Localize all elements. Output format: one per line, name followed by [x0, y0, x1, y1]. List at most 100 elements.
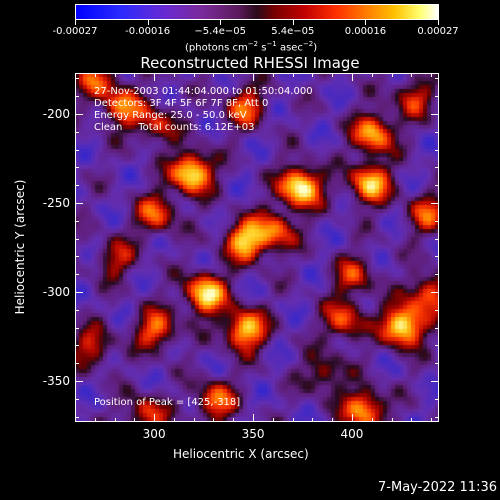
y-tick-label: -250 — [42, 195, 70, 210]
x-tick — [431, 418, 433, 422]
y-tick — [75, 167, 79, 169]
plot-frame — [75, 73, 439, 422]
x-tick — [411, 418, 413, 422]
colorbar-tick — [365, 20, 367, 25]
annotation-time-range: 27-Nov-2003 01:44:04.000 to 01:50:04.000 — [94, 86, 313, 97]
x-tick-label: 400 — [340, 427, 364, 441]
y-tick — [75, 363, 79, 365]
y-tick — [75, 78, 79, 80]
y-tick — [435, 327, 439, 329]
annotation-peak-position: Position of Peak = [425,-318] — [94, 397, 241, 408]
y-tick — [75, 202, 83, 204]
colorbar-tick — [292, 20, 294, 25]
x-tick — [75, 73, 76, 77]
y-tick — [435, 238, 439, 240]
colorbar-tick-label: -0.00027 — [52, 26, 98, 37]
y-tick — [75, 220, 79, 222]
x-axis-title: Heliocentric X (arcsec) — [173, 447, 309, 461]
y-tick — [435, 78, 439, 80]
y-tick — [431, 292, 439, 293]
x-tick — [351, 73, 353, 81]
colorbar-tick-label: −5.4e−05 — [194, 26, 246, 37]
x-tick — [411, 73, 413, 77]
y-tick — [431, 202, 439, 204]
x-tick — [431, 73, 433, 77]
annotation-detectors: Detectors: 3F 4F 5F 6F 7F 8F, Att 0 — [94, 98, 269, 109]
y-tick — [435, 131, 439, 133]
x-tick — [213, 418, 215, 422]
x-tick — [75, 418, 76, 422]
y-tick — [435, 167, 439, 169]
x-tick — [272, 418, 274, 422]
y-tick — [431, 113, 439, 115]
x-tick — [332, 418, 334, 422]
x-tick — [193, 73, 195, 77]
x-tick — [391, 418, 393, 422]
x-tick — [94, 418, 96, 422]
y-tick — [75, 274, 79, 276]
x-tick — [253, 73, 255, 81]
x-tick — [114, 418, 116, 422]
y-tick — [435, 220, 439, 222]
x-tick — [332, 73, 334, 77]
y-tick — [435, 274, 439, 276]
x-tick — [351, 414, 353, 422]
y-tick — [435, 345, 439, 347]
y-tick — [435, 185, 439, 187]
x-tick — [173, 418, 175, 422]
x-tick — [134, 73, 136, 77]
x-tick — [154, 73, 156, 81]
y-tick — [75, 131, 79, 133]
x-tick — [233, 418, 235, 422]
y-tick — [75, 292, 83, 293]
x-tick — [94, 73, 96, 77]
y-tick — [435, 416, 439, 418]
x-tick — [134, 418, 136, 422]
x-tick — [173, 73, 175, 77]
colorbar-units: (photons cm−2 s−1 asec−2) — [185, 40, 318, 54]
y-tick — [75, 185, 79, 187]
x-tick — [391, 73, 393, 77]
y-tick — [431, 381, 439, 383]
y-tick — [75, 96, 79, 98]
y-tick — [435, 96, 439, 98]
y-tick — [75, 113, 83, 115]
y-tick — [435, 309, 439, 311]
plot-title: Reconstructed RHESSI Image — [140, 54, 360, 72]
y-tick-label: -200 — [42, 106, 70, 121]
annotation-energy-range: Energy Range: 25.0 - 50.0 keV — [94, 110, 247, 121]
x-tick — [371, 418, 373, 422]
y-tick — [75, 381, 83, 383]
y-axis-title: Heliocentric Y (arcsec) — [13, 179, 27, 315]
x-tick — [253, 414, 255, 422]
x-tick — [193, 418, 195, 422]
x-tick — [233, 73, 235, 77]
y-tick — [75, 238, 79, 240]
y-tick — [435, 256, 439, 258]
colorbar — [75, 4, 439, 20]
x-tick — [292, 418, 294, 422]
x-tick-label: 350 — [241, 427, 265, 441]
x-tick — [371, 73, 373, 77]
y-tick — [75, 398, 79, 400]
timestamp: 7-May-2022 11:36 — [378, 480, 497, 495]
x-tick — [272, 73, 274, 77]
y-tick — [75, 345, 79, 347]
y-tick — [75, 327, 79, 329]
rhessi-image — [75, 73, 439, 422]
x-tick — [114, 73, 116, 77]
colorbar-tick — [75, 20, 76, 25]
y-tick — [75, 256, 79, 258]
y-tick — [435, 398, 439, 400]
y-tick — [75, 416, 79, 418]
y-tick-label: -300 — [42, 285, 70, 299]
x-tick — [312, 73, 314, 77]
colorbar-tick-label: 5.4e−05 — [271, 26, 315, 37]
colorbar-tick-label: 0.00016 — [344, 26, 387, 37]
x-tick — [213, 73, 215, 77]
x-tick — [312, 418, 314, 422]
y-tick — [75, 309, 79, 311]
colorbar-tick-label: 0.00027 — [417, 26, 459, 37]
y-tick-label: -350 — [42, 374, 70, 389]
x-tick-label: 300 — [142, 427, 166, 441]
